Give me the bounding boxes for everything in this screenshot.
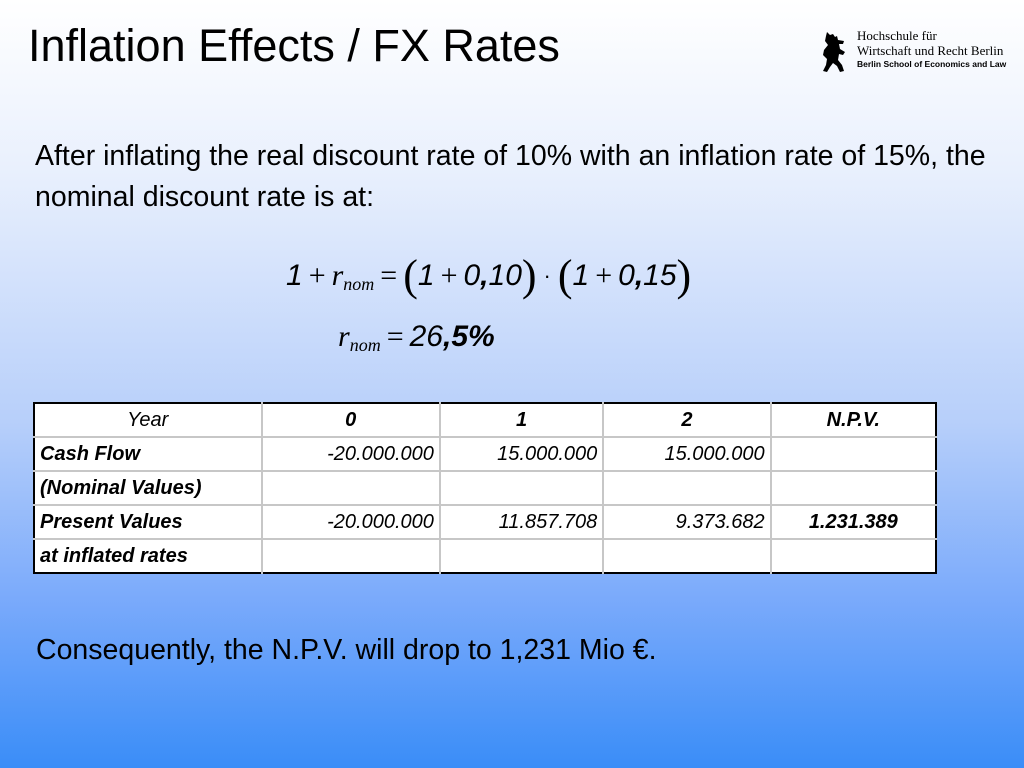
formula-nominal-rate: 1 + rnom = (1 +0,10) · (1 +0,15) (286, 254, 691, 306)
table-row: Cash Flow -20.000.000 15.000.000 15.000.… (34, 437, 936, 472)
formula-paren: ) (521, 251, 537, 300)
formula-term: 15 (643, 259, 677, 292)
npv-value: 1.231.389 (770, 505, 936, 540)
table-cell: 15.000.000 (439, 437, 605, 472)
logo-name-line1: Hochschule für (857, 28, 937, 43)
table-header-row: Year 0 1 2 N.P.V. (34, 403, 936, 438)
table-cell: 11.857.708 (439, 505, 605, 540)
formula-term: 1 (572, 259, 590, 292)
header-year-2: 2 (603, 403, 772, 438)
formula-paren: ) (676, 251, 692, 300)
formula-comma: , (442, 320, 452, 353)
formula-paren: ( (403, 251, 418, 300)
formula-equals: = (386, 320, 404, 353)
formula-nominal-result: rnom = 26,5% (338, 320, 495, 370)
cash-flow-table: Year 0 1 2 N.P.V. Cash Flow -20.000.000 … (33, 402, 937, 574)
formula-variable: r (331, 259, 344, 292)
formula-multiply: · (543, 263, 551, 288)
formula-subscript: nom (343, 274, 375, 295)
formula-variable: r (338, 320, 350, 353)
formula-term: 1 (286, 259, 303, 292)
table-cell (603, 471, 772, 506)
formula-term: 1 (417, 259, 435, 292)
table-cell: 9.373.682 (603, 505, 772, 540)
formula-paren: ( (557, 251, 573, 300)
row-label: (Nominal Values) (34, 471, 263, 506)
formula-equals: = (380, 259, 398, 292)
formula-term: 0 (618, 259, 635, 292)
header-year-1: 1 (439, 403, 605, 438)
formula-operator: + (308, 259, 326, 292)
table-cell: -20.000.000 (261, 437, 441, 472)
table-row: (Nominal Values) (34, 471, 936, 506)
table-cell (439, 471, 605, 506)
formula-comma: , (480, 259, 489, 292)
header-year-0: 0 (261, 403, 441, 438)
table-cell (261, 471, 441, 506)
formula-term: 0 (463, 259, 481, 292)
table-cell (603, 539, 772, 573)
slide-title: Inflation Effects / FX Rates (28, 20, 560, 71)
formula-result-decimal: 5% (451, 320, 495, 353)
table-cell: -20.000.000 (261, 505, 441, 540)
bear-icon (823, 32, 845, 72)
logo-name-line2: Wirtschaft und Recht Berlin (857, 43, 1004, 58)
header-year: Year (34, 403, 263, 438)
table-cell: 15.000.000 (603, 437, 772, 472)
table-cell (770, 437, 936, 472)
logo-name-english: Berlin School of Economics and Law (857, 59, 1007, 69)
intro-text: After inflating the real discount rate o… (35, 140, 986, 213)
formula-subscript: nom (349, 335, 381, 356)
row-label: Cash Flow (34, 437, 263, 472)
formula-term: 10 (488, 259, 522, 292)
table-row: at inflated rates (34, 539, 936, 573)
row-label: Present Values (34, 505, 263, 540)
table-cell (771, 539, 936, 573)
table-cell (439, 539, 605, 573)
conclusion-text: Consequently, the N.P.V. will drop to 1,… (36, 634, 657, 666)
table-cell (261, 539, 441, 573)
formula-comma: , (634, 259, 644, 292)
table-row: Present Values -20.000.000 11.857.708 9.… (34, 505, 936, 540)
formula-result-integer: 26 (409, 320, 443, 353)
formula-operator: + (440, 259, 458, 292)
university-logo: Hochschule für Wirtschaft und Recht Berl… (818, 28, 1018, 78)
header-npv: N.P.V. (770, 403, 936, 438)
formula-operator: + (595, 259, 613, 292)
table-cell (770, 471, 936, 506)
row-label: at inflated rates (34, 539, 263, 573)
